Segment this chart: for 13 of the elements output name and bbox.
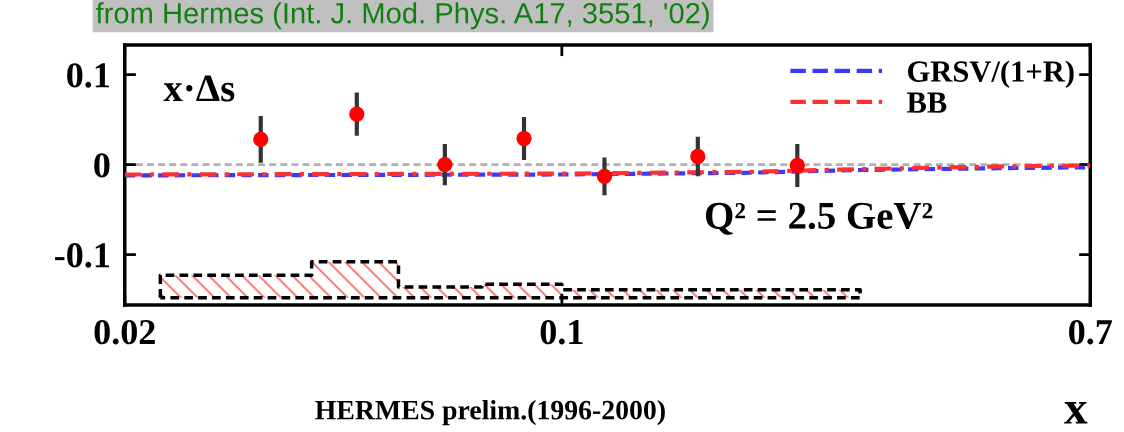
x-tick-label: 0.02 xyxy=(94,319,155,345)
annotation: Q² = 2.5 GeV² xyxy=(705,202,933,235)
y-tick-label: -0.1 xyxy=(55,243,110,268)
annotation: x·Δs xyxy=(163,75,235,102)
legend-label: GRSV/(1+R) xyxy=(908,60,1074,89)
legend-label: BB xyxy=(907,92,947,113)
y-tick-label: 0.1 xyxy=(67,63,110,88)
y-tick-label: 0 xyxy=(94,153,110,178)
text: HERMES prelim.(1996-2000) xyxy=(315,399,665,426)
x-tick-label: 0.7 xyxy=(1069,319,1112,345)
chart-title: from Hermes (Int. J. Mod. Phys. A17, 3551, '02) xyxy=(95,2,709,30)
x-axis-title: x xyxy=(1064,401,1088,424)
x-tick-label: 0.1 xyxy=(540,319,583,345)
